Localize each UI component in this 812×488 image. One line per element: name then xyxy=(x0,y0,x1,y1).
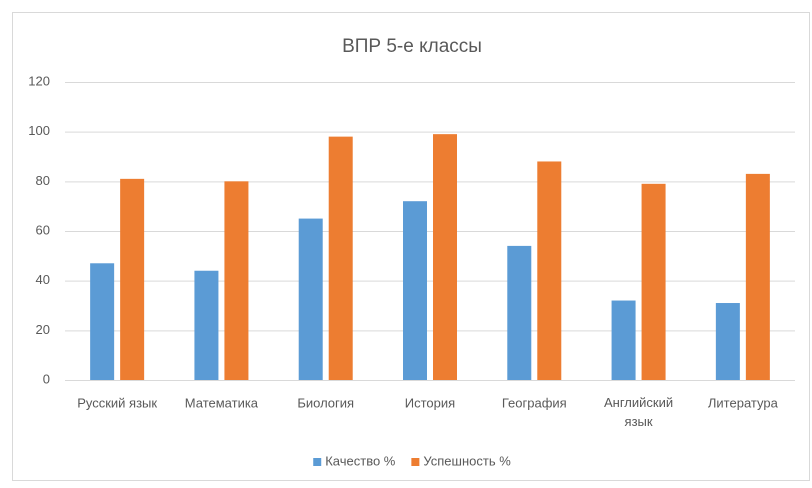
legend-label: Качество % xyxy=(325,453,396,468)
bar xyxy=(224,181,249,380)
x-tick-label: Биология xyxy=(297,395,354,410)
bar xyxy=(507,245,532,380)
y-tick-label: 40 xyxy=(36,272,50,287)
bar xyxy=(715,303,740,380)
legend-swatch xyxy=(411,458,420,466)
y-tick-label: 60 xyxy=(36,222,50,237)
bar xyxy=(641,183,666,380)
bar xyxy=(328,136,353,380)
legend-label: Успешность % xyxy=(423,453,511,468)
x-tick-label-line: Английский xyxy=(604,395,673,410)
x-tick-label: Английский язык xyxy=(604,395,673,429)
bar xyxy=(403,201,427,380)
x-tick-label: Русский язык xyxy=(77,395,157,410)
bar xyxy=(298,218,323,380)
x-tick-label: География xyxy=(502,395,567,410)
bar xyxy=(745,173,770,380)
legend-item: Успешность % xyxy=(411,453,511,468)
x-tick-label: Литература xyxy=(708,395,779,410)
bar xyxy=(537,161,562,380)
bar xyxy=(611,300,636,380)
y-tick-label: 120 xyxy=(28,73,50,88)
y-tick-label: 100 xyxy=(28,123,50,138)
y-tick-label: 80 xyxy=(36,173,50,188)
x-tick-label-line: язык xyxy=(625,414,653,429)
legend-item: Качество % xyxy=(313,453,396,468)
chart-title: ВПР 5-е классы xyxy=(342,36,482,57)
x-tick-label: Математика xyxy=(185,395,259,410)
bar xyxy=(194,270,219,380)
bar xyxy=(120,178,145,380)
bar xyxy=(433,134,457,380)
bar xyxy=(90,263,115,380)
x-tick-label: История xyxy=(405,395,455,410)
y-tick-label: 20 xyxy=(36,322,50,337)
legend-swatch xyxy=(313,458,322,466)
y-tick-label: 0 xyxy=(43,371,50,386)
